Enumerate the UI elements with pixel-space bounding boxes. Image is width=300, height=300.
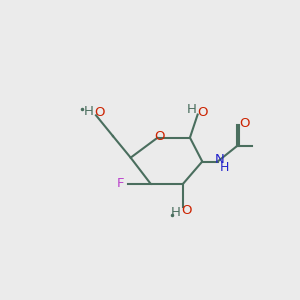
Text: O: O (94, 106, 104, 119)
Text: H: H (187, 103, 196, 116)
Text: O: O (197, 106, 208, 119)
Text: H: H (220, 161, 229, 174)
Text: O: O (239, 116, 250, 130)
Text: N: N (214, 154, 224, 166)
Text: H: H (83, 105, 93, 118)
Text: O: O (154, 130, 164, 142)
Text: H: H (171, 206, 181, 219)
Text: O: O (182, 203, 192, 217)
Text: F: F (117, 177, 124, 190)
